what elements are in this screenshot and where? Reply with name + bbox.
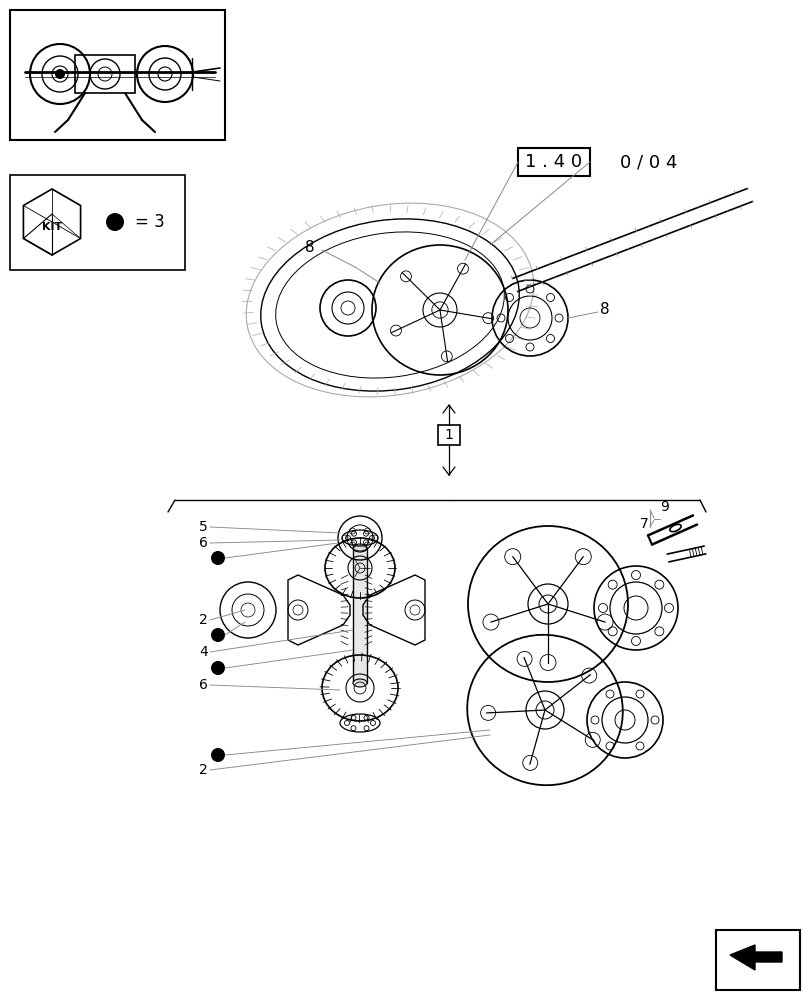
Text: 7: 7 [639,517,648,531]
Circle shape [211,628,225,642]
Text: 5: 5 [199,520,208,534]
Circle shape [211,551,225,565]
Text: 2: 2 [199,613,208,627]
Text: 8: 8 [305,240,315,255]
Bar [437,425,460,445]
Bar [75,55,135,93]
Text: 0 / 0 4: 0 / 0 4 [620,153,676,171]
Text: 6: 6 [199,678,208,692]
Text: KIT: KIT [42,222,62,232]
Circle shape [211,661,225,675]
Text: 8: 8 [599,302,609,318]
Text: 1: 1 [444,428,453,442]
Bar [353,548,367,683]
Text: 4: 4 [199,645,208,659]
Bar [715,930,799,990]
Circle shape [55,69,65,79]
Text: = 3: = 3 [135,213,165,231]
Text: 6: 6 [199,536,208,550]
Bar [517,148,590,176]
Text: 2: 2 [199,763,208,777]
Ellipse shape [353,679,367,687]
Bar [10,175,185,270]
Circle shape [211,748,225,762]
Polygon shape [729,945,781,970]
Text: 9: 9 [659,500,668,514]
Circle shape [106,213,124,231]
Bar [10,10,225,140]
Ellipse shape [353,544,367,552]
Text: 1 . 4 0: 1 . 4 0 [525,153,581,171]
